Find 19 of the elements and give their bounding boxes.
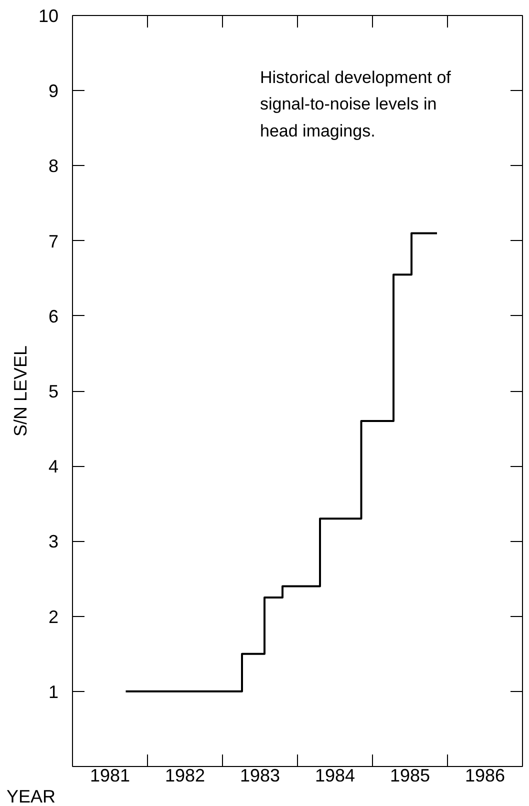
x-tick-label: 1983 [240, 766, 280, 786]
y-tick-label: 6 [48, 306, 59, 326]
x-axis-title: YEAR [6, 786, 56, 806]
y-tick-label: 8 [48, 156, 59, 176]
x-tick-label: 1986 [464, 766, 506, 786]
x-tick-label: 1981 [90, 766, 130, 786]
y-tick-label: 9 [48, 81, 59, 102]
x-tick-label: 1982 [164, 766, 206, 786]
y-axis-title: S/N LEVEL [10, 345, 30, 437]
x-tick-label: 1985 [390, 766, 430, 786]
y-tick-label: 4 [48, 456, 59, 477]
y-tick-label: 3 [48, 532, 59, 552]
x-tick-label: 1984 [314, 766, 356, 786]
y-tick-label: 5 [48, 382, 59, 402]
y-tick-label: 2 [48, 606, 59, 627]
y-tick-label: 10 [38, 6, 59, 26]
annotation: Historical development of signal-to-noise levels in head imagings. [260, 68, 452, 140]
y-tick-label: 1 [48, 682, 59, 702]
y-tick-label: 7 [48, 231, 59, 252]
